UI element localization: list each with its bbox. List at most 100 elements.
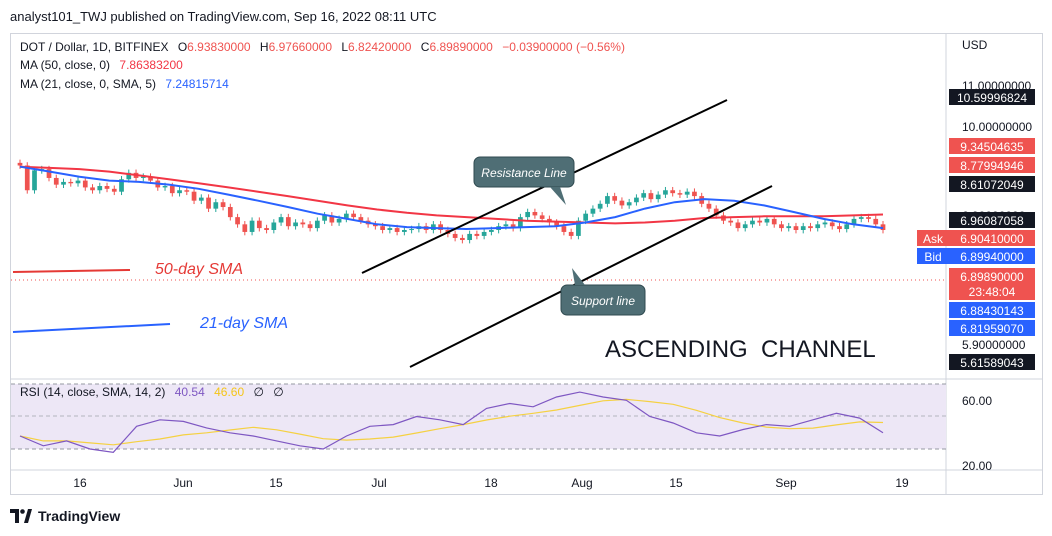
- candle-body: [53, 177, 59, 185]
- candle-body: [873, 218, 879, 225]
- support-callout[interactable]: Support line: [560, 268, 646, 316]
- candle-body: [111, 188, 117, 192]
- time-label: 18: [484, 476, 498, 490]
- price-tag: 5.61589043: [949, 354, 1035, 370]
- time-label: 19: [895, 476, 909, 490]
- rsi-ma-line: [19, 398, 884, 446]
- candle-body: [793, 226, 799, 230]
- candle-body: [97, 186, 103, 191]
- candle-body: [808, 226, 813, 229]
- candle-body: [663, 190, 668, 195]
- price-tag: 6.90410000 Ask: [917, 230, 1035, 246]
- price-tick: 5.90000000: [962, 338, 1026, 352]
- candle-body: [452, 233, 458, 238]
- candle-body: [713, 208, 719, 216]
- price-tag-text: 8.61072049: [960, 178, 1024, 192]
- candle-body: [757, 220, 763, 223]
- ask-label: Ask: [923, 232, 944, 246]
- candle-body: [343, 213, 349, 219]
- candle-body: [590, 208, 596, 214]
- candle-body: [518, 217, 523, 229]
- candle-body: [285, 217, 291, 227]
- sma50-label: 50-day SMA: [155, 261, 243, 278]
- candle-body: [90, 187, 95, 191]
- candle-body: [619, 200, 625, 206]
- candle-body: [837, 226, 842, 230]
- change-value: −0.03900000 (−0.56%): [502, 40, 625, 54]
- candle-body: [162, 186, 168, 188]
- candle-body: [692, 191, 697, 197]
- time-axis[interactable]: 16 Jun 15 Jul 18 Aug 15 Sep 19: [73, 476, 909, 490]
- legend-ma21: MA (21, close, 0, SMA, 5) 7.24815714: [20, 77, 229, 91]
- candle-body: [387, 228, 393, 230]
- candle-body: [220, 202, 226, 208]
- candle-body: [568, 231, 574, 236]
- candle-body: [481, 231, 487, 236]
- candle-body: [235, 217, 240, 225]
- tradingview-logo[interactable]: TradingView: [10, 508, 120, 524]
- price-tick: 10.00000000: [962, 120, 1032, 134]
- candle-body: [372, 224, 378, 227]
- price-tag-text: 6.88430143: [960, 304, 1024, 318]
- candle-body: [460, 237, 465, 241]
- candle-body: [271, 222, 277, 230]
- candle-body: [510, 224, 516, 229]
- candle-body: [264, 228, 269, 230]
- candle-body: [336, 218, 342, 223]
- bid-label: Bid: [924, 250, 941, 264]
- price-tag: 8.61072049: [949, 176, 1035, 192]
- candle-body: [576, 220, 581, 236]
- candle-body: [583, 213, 589, 221]
- symbol-text: DOT / Dollar, 1D, BITFINEX: [20, 40, 168, 54]
- rsi-tick: 60.00: [962, 394, 992, 408]
- candle-body: [648, 193, 654, 200]
- candle-body: [227, 207, 233, 218]
- candle-body: [851, 218, 857, 225]
- bid-badge: [917, 248, 949, 264]
- pattern-label: ASCENDING CHANNEL: [605, 336, 876, 363]
- candle-body: [764, 218, 770, 223]
- time-label: Sep: [775, 476, 797, 490]
- price-tag: 9.34504635: [949, 138, 1035, 154]
- candle-body: [597, 203, 603, 209]
- candle-body: [489, 230, 494, 232]
- candle-body: [532, 211, 538, 216]
- price-tag-text: 6.89890000: [960, 270, 1024, 284]
- chart-frame: [10, 33, 1043, 495]
- price-tag-text: 6.81959070: [960, 322, 1024, 336]
- time-label: Aug: [571, 476, 592, 490]
- candle-body: [728, 220, 734, 223]
- candle-body: [206, 197, 211, 209]
- candle-body: [858, 217, 864, 219]
- price-tag-text: 5.61589043: [960, 356, 1024, 370]
- candle-body: [626, 202, 632, 206]
- price-tags: 10.59996824 9.34504635 8.77994946 8.6107204…: [917, 89, 1035, 370]
- candle-body: [670, 190, 676, 194]
- currency-label: USD: [962, 38, 988, 52]
- price-tag-text: 8.77994946: [960, 159, 1024, 173]
- candle-body: [119, 179, 124, 192]
- candle-body: [634, 197, 639, 203]
- candle-body: [800, 226, 806, 230]
- candle-body: [82, 180, 88, 188]
- moving-averages-group: [19, 165, 884, 231]
- sma50-annotation-line[interactable]: [12, 269, 131, 273]
- sma21-annotation-line[interactable]: [12, 323, 171, 333]
- rsi-legend: RSI (14, close, SMA, 14, 2) 40.54 46.60 …: [20, 385, 284, 399]
- candle-body: [17, 162, 23, 166]
- resistance-callout[interactable]: Resistance Line: [473, 156, 575, 205]
- price-tag: 8.77994946: [949, 157, 1035, 173]
- price-tag-text: 6.89940000: [960, 250, 1024, 264]
- candle-body: [822, 222, 828, 225]
- candle-body: [641, 193, 647, 198]
- candle-body: [213, 202, 219, 209]
- candle-body: [61, 181, 66, 185]
- price-tag: 6.96087058: [949, 212, 1035, 228]
- support-trendline[interactable]: [409, 185, 773, 368]
- low-value: 6.82420000: [348, 40, 412, 54]
- resistance-label: Resistance Line: [481, 166, 567, 180]
- candle-body: [177, 190, 182, 194]
- candle-body: [46, 169, 52, 178]
- candle-body: [829, 222, 835, 227]
